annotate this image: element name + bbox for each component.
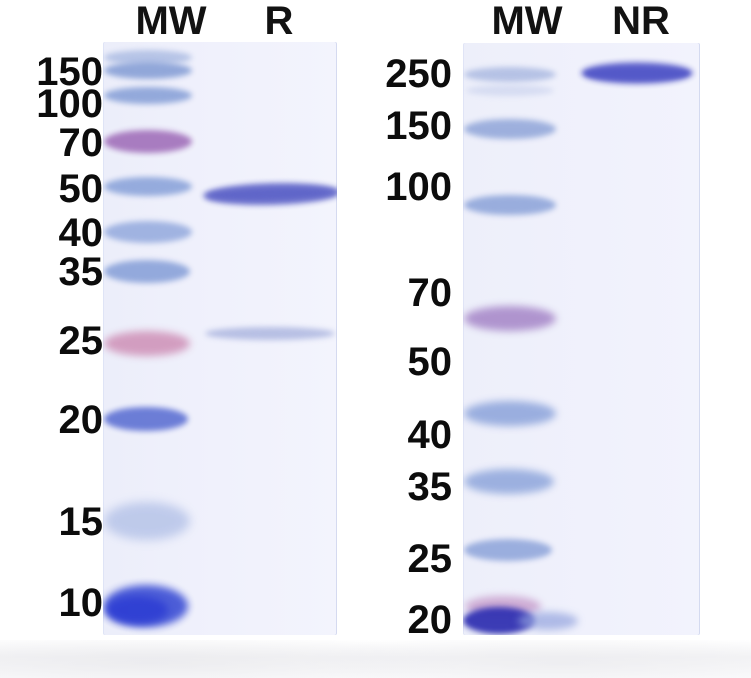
lane-header-mw-left: MW	[135, 0, 207, 43]
mw-marker-label: 35	[58, 250, 104, 294]
marker-band-10-core	[106, 596, 168, 624]
marker-band-70-purple	[104, 130, 192, 153]
marker-band-20-tail	[518, 612, 578, 630]
mw-marker-label: 100	[385, 165, 452, 209]
marker-band-25	[464, 539, 552, 561]
mw-marker-label: 40	[58, 211, 104, 255]
lane-header-nr: NR	[612, 0, 670, 43]
marker-band-15-faint	[104, 502, 190, 540]
scan-shadow-strip	[0, 640, 751, 678]
mw-marker-label: 70	[407, 271, 453, 315]
mw-marker-label: 40	[407, 413, 453, 457]
marker-band-150	[464, 119, 556, 139]
marker-band-250-sub	[466, 85, 554, 96]
mw-marker-label: 50	[407, 340, 453, 384]
mw-marker-label: 20	[407, 598, 453, 642]
marker-band-150	[104, 62, 192, 79]
lane-header-r: R	[264, 0, 294, 43]
mw-marker-label: 25	[407, 537, 453, 581]
marker-band-60-purple	[464, 306, 556, 331]
mw-marker-label: 50	[58, 167, 104, 211]
marker-band-100	[104, 87, 192, 104]
mw-label-column-left: 150 100 70 50 40 35 25 20 15 10	[18, 0, 103, 678]
mw-marker-label: 25	[58, 319, 104, 363]
gel-image-nonreduced	[463, 43, 700, 635]
mw-marker-label: 70	[58, 121, 104, 165]
sample-band-250kda-core	[585, 67, 689, 80]
mw-marker-label: 150	[385, 104, 452, 148]
mw-marker-label: 15	[58, 500, 104, 544]
mw-marker-label: 100	[36, 82, 103, 126]
marker-band-35	[104, 260, 190, 283]
mw-marker-label: 35	[407, 465, 453, 509]
sample-band-25kda-faint	[205, 327, 335, 340]
mw-marker-label: 250	[385, 52, 452, 96]
lane-header-mw-right: MW	[491, 0, 563, 43]
gel-image-reduced	[103, 42, 337, 635]
marker-band-40	[104, 221, 192, 243]
marker-band-top-faint	[104, 50, 192, 65]
mw-marker-label: 10	[58, 581, 104, 625]
marker-band-50	[104, 177, 192, 196]
mw-marker-label: 150	[36, 50, 103, 94]
marker-band-250	[464, 67, 556, 82]
mw-label-column-right: 250 150 100 70 50 40 35 25 20	[368, 0, 452, 678]
mw-marker-label: 20	[58, 398, 104, 442]
marker-band-100	[464, 195, 556, 215]
marker-band-20	[104, 407, 188, 431]
marker-band-35	[464, 469, 554, 494]
marker-band-25-pink	[104, 331, 190, 356]
marker-band-40	[464, 401, 556, 426]
